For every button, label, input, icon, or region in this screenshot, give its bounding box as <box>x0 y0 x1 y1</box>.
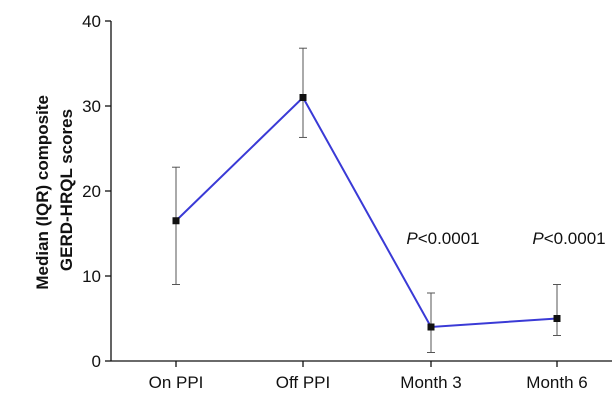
annotations: P<0.0001 P<0.0001 <box>406 229 605 248</box>
error-bars <box>172 47 561 353</box>
x-tick-label: Off PPI <box>276 373 331 392</box>
data-point <box>299 94 307 101</box>
y-axis-label: Median (IQR) composite GERD-HRQL scores <box>33 90 76 289</box>
data-point <box>553 315 561 322</box>
y-axis-label-line-2: GERD-HRQL scores <box>57 109 76 271</box>
y-tick-label: 20 <box>82 182 101 201</box>
y-axis-label-line-1: Median (IQR) composite <box>33 95 52 290</box>
y-tick-label: 0 <box>92 352 101 371</box>
data-point <box>172 217 180 225</box>
data-point <box>427 323 435 331</box>
series-points <box>172 94 561 331</box>
y-tick-label: 10 <box>82 267 101 286</box>
y-tick-label: 40 <box>82 12 101 31</box>
x-tick-label: On PPI <box>149 373 204 392</box>
x-tick-label: Month 3 <box>400 373 461 392</box>
ticks: 0 10 20 30 40 On PPI Off PPI Month 3 Month 6 <box>82 12 588 392</box>
p-value-annotation: P<0.0001 <box>406 229 479 248</box>
y-tick-label: 30 <box>82 97 101 116</box>
p-value-annotation: P<0.0001 <box>532 229 605 248</box>
x-tick-label: Month 6 <box>526 373 587 392</box>
series-lines <box>175 95 558 329</box>
axes <box>110 21 612 362</box>
series-line <box>175 95 558 329</box>
